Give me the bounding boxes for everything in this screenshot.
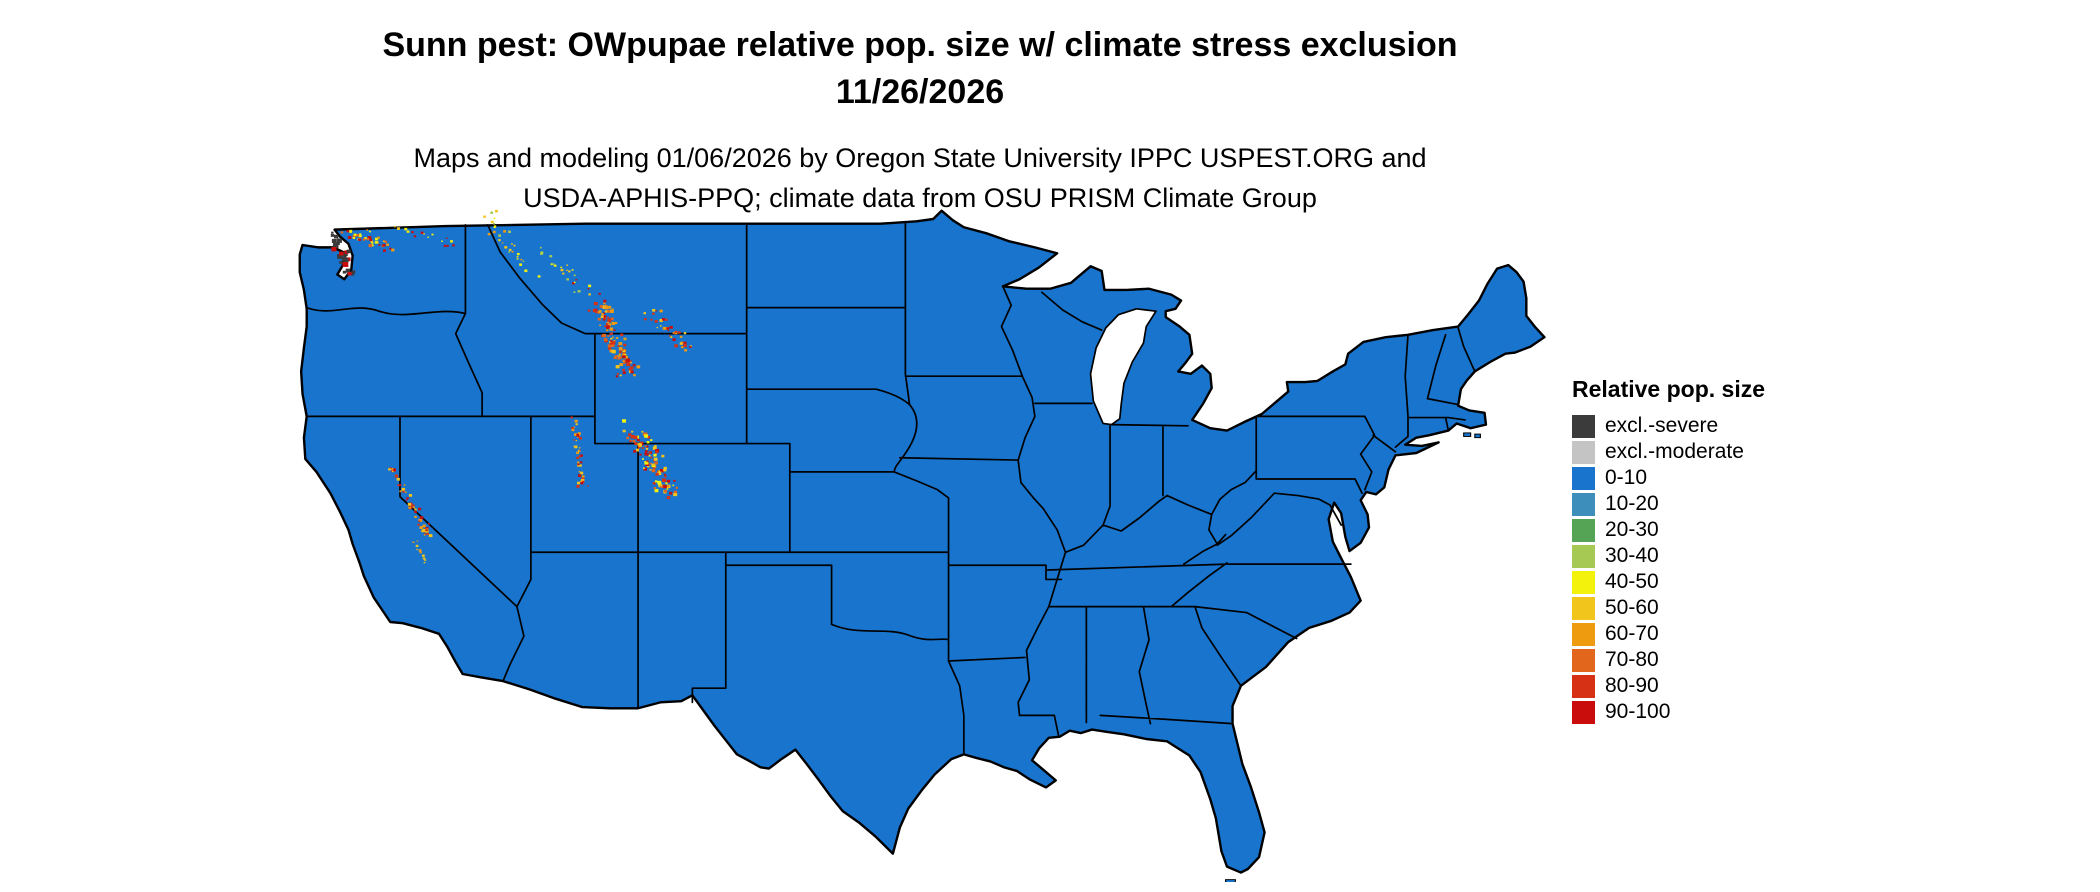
legend: Relative pop. size excl.-severe excl.-mod…: [1572, 376, 1765, 725]
legend-row: 90-100: [1572, 699, 1765, 725]
legend-swatch: [1572, 596, 1595, 620]
us-map: [290, 206, 1550, 882]
population-hotspots: [330, 209, 692, 564]
legend-swatch: [1572, 466, 1595, 490]
legend-label: excl.-severe: [1605, 414, 1719, 437]
legend-swatch: [1572, 544, 1595, 568]
legend-rows: excl.-severe excl.-moderate 0-10 10-20 20-30…: [1572, 413, 1765, 725]
legend-label: 80-90: [1605, 674, 1659, 697]
legend-row: 10-20: [1572, 491, 1765, 517]
legend-swatch: [1572, 648, 1595, 672]
legend-swatch: [1572, 622, 1595, 646]
lake-michigan: [1091, 309, 1156, 425]
legend-label: 40-50: [1605, 570, 1659, 593]
legend-label: 10-20: [1605, 492, 1659, 515]
legend-label: 70-80: [1605, 648, 1659, 671]
legend-swatch: [1572, 570, 1595, 594]
legend-swatch: [1572, 700, 1595, 724]
legend-row: excl.-moderate: [1572, 439, 1765, 465]
legend-swatch: [1572, 414, 1595, 438]
legend-label: 50-60: [1605, 596, 1659, 619]
legend-row: 60-70: [1572, 621, 1765, 647]
legend-label: excl.-moderate: [1605, 440, 1744, 463]
legend-title: Relative pop. size: [1572, 376, 1766, 402]
legend-label: 60-70: [1605, 622, 1659, 645]
map-subtitle-line2: USDA-APHIS-PPQ; climate data from OSU PR…: [523, 183, 1317, 213]
header: Sunn pest: OWpupae relative pop. size w/…: [290, 22, 1550, 218]
map-attribution: Maps and modeling 01/06/2026 by Oregon S…: [290, 138, 1550, 218]
legend-label: 0-10: [1605, 466, 1648, 489]
legend-label: 30-40: [1605, 544, 1659, 567]
legend-row: 30-40: [1572, 543, 1765, 569]
legend-row: 0-10: [1572, 465, 1765, 491]
legend-label: 90-100: [1605, 700, 1671, 723]
legend-row: 80-90: [1572, 673, 1765, 699]
state-borders: [307, 224, 1475, 755]
legend-row: 50-60: [1572, 595, 1765, 621]
legend-swatch: [1572, 674, 1595, 698]
legend-swatch: [1572, 440, 1595, 464]
map-title-date: 11/26/2026: [835, 73, 1005, 111]
legend-row: 40-50: [1572, 569, 1765, 595]
us-outline: [300, 211, 1545, 873]
map-subtitle-line1: Maps and modeling 01/06/2026 by Oregon S…: [413, 143, 1427, 173]
legend-swatch: [1572, 518, 1595, 542]
florida-keys: [1225, 432, 1481, 882]
legend-row: 70-80: [1572, 647, 1765, 673]
legend-label: 20-30: [1605, 518, 1659, 541]
legend-row: 20-30: [1572, 517, 1765, 543]
legend-row: excl.-severe: [1572, 413, 1765, 439]
map-title-line1: Sunn pest: OWpupae relative pop. size w/…: [382, 26, 1458, 64]
legend-swatch: [1572, 492, 1595, 516]
